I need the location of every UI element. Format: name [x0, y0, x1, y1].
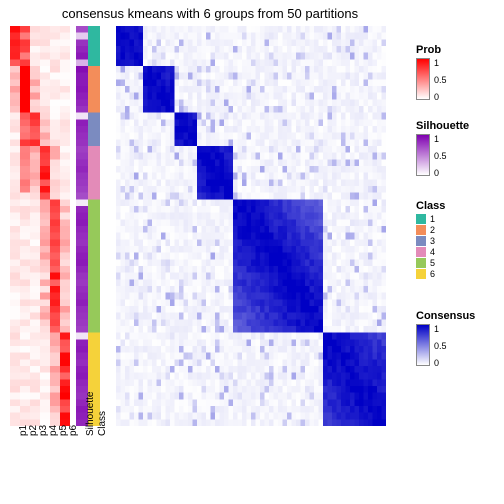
- consensus-matrix: [116, 26, 386, 426]
- class-label-6: 6: [430, 269, 435, 279]
- legend-silhouette: Silhouette10.50: [416, 120, 496, 176]
- class-swatch-4: [416, 247, 426, 257]
- chart-title: consensus kmeans with 6 groups from 50 p…: [0, 6, 420, 21]
- x-label-class: Class: [97, 411, 108, 436]
- class-label-5: 5: [430, 258, 435, 268]
- class-label-4: 4: [430, 247, 435, 257]
- class-swatch-5: [416, 258, 426, 268]
- class-column: [88, 26, 100, 426]
- x-label-silhouette: Silhouette: [85, 392, 96, 436]
- silhouette-column: [76, 26, 88, 426]
- class-swatch-3: [416, 236, 426, 246]
- x-label-p6: p6: [68, 425, 79, 436]
- class-swatch-2: [416, 225, 426, 235]
- class-swatch-6: [416, 269, 426, 279]
- class-label-3: 3: [430, 236, 435, 246]
- prob-columns: [10, 26, 70, 426]
- class-label-2: 2: [430, 225, 435, 235]
- class-swatch-1: [416, 214, 426, 224]
- legend-consensus: Consensus10.50: [416, 310, 496, 366]
- legend-prob: Prob10.50: [416, 44, 496, 100]
- legend-class: Class123456: [416, 200, 496, 280]
- class-label-1: 1: [430, 214, 435, 224]
